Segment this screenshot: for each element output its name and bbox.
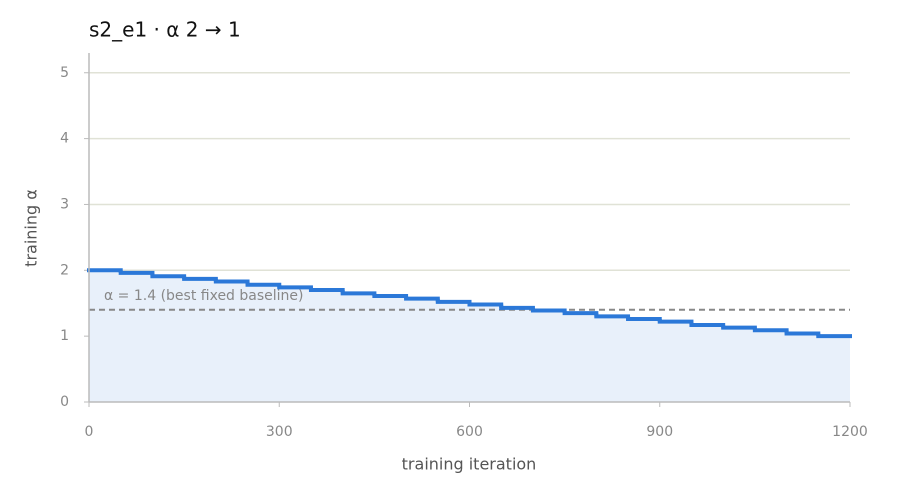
x-tick-label: 300: [266, 424, 293, 440]
y-tick-label: 5: [60, 65, 69, 81]
area: [89, 270, 850, 402]
y-tick-label: 1: [60, 328, 69, 344]
y-axis-label: training α: [22, 189, 41, 267]
y-tick-label: 4: [60, 131, 69, 147]
reference-label: α = 1.4 (best fixed baseline): [104, 288, 304, 304]
chart-title: s2_e1 · α 2 → 1: [89, 18, 241, 42]
x-tick-label: 600: [456, 424, 483, 440]
x-tick-label: 0: [85, 424, 94, 440]
x-tick-label: 1200: [832, 424, 868, 440]
y-tick-label: 0: [60, 394, 69, 410]
y-tick-label: 3: [60, 196, 69, 212]
x-axis-label: training iteration: [402, 455, 537, 474]
y-tick-label: 2: [60, 262, 69, 278]
x-tick-label: 900: [646, 424, 673, 440]
